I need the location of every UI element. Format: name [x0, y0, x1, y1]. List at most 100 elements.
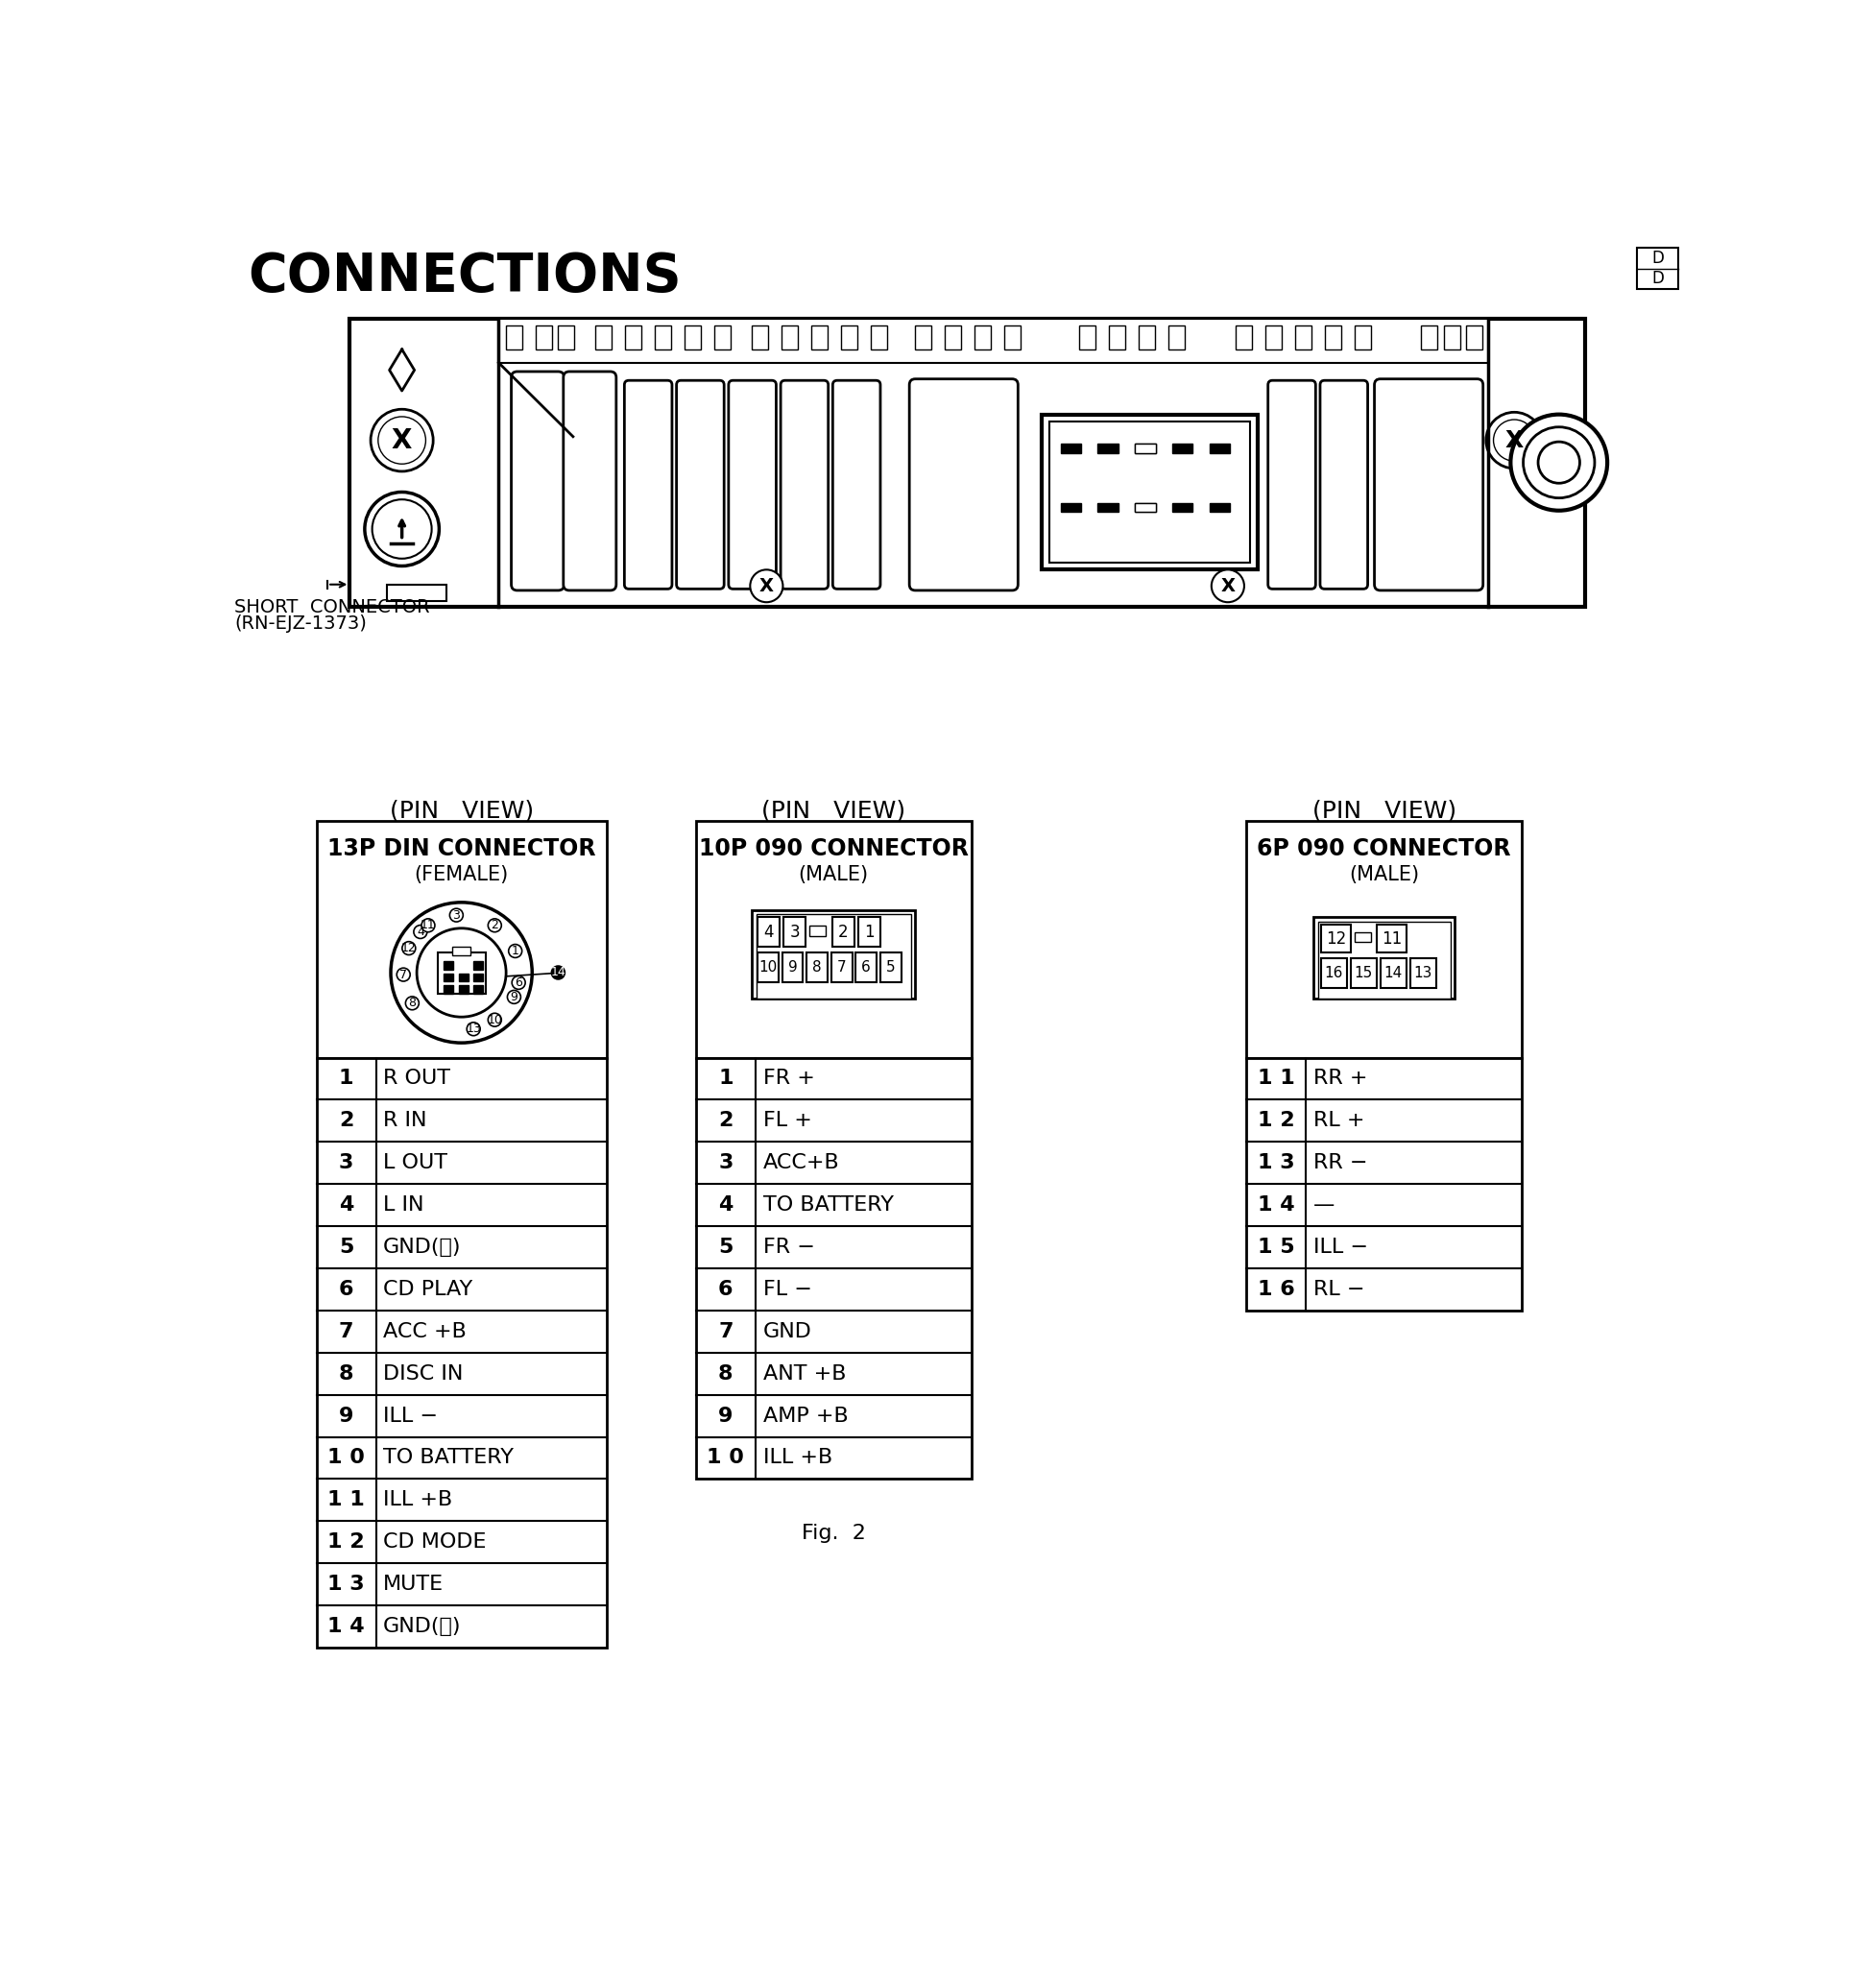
Text: 12: 12	[1326, 930, 1345, 948]
Text: 1 0: 1 0	[707, 1448, 745, 1467]
Circle shape	[1510, 415, 1608, 512]
Circle shape	[396, 968, 411, 982]
Text: 1 1: 1 1	[1257, 1068, 1294, 1088]
FancyBboxPatch shape	[910, 379, 1019, 591]
Text: 7: 7	[837, 960, 846, 974]
Bar	[1313, 916, 1454, 999]
Circle shape	[512, 976, 525, 989]
Bar	[715, 326, 732, 350]
Bar	[1246, 822, 1521, 1059]
Text: 8: 8	[812, 960, 822, 974]
Text: 10P 090 CONNECTOR: 10P 090 CONNECTOR	[698, 837, 968, 861]
Text: R IN: R IN	[383, 1112, 428, 1130]
Bar	[1321, 958, 1347, 988]
Bar	[880, 952, 900, 982]
Circle shape	[450, 908, 463, 922]
FancyBboxPatch shape	[1321, 381, 1368, 589]
Bar	[1317, 922, 1450, 999]
Bar	[1210, 444, 1231, 452]
Bar	[752, 326, 767, 350]
Text: 7: 7	[340, 1321, 353, 1341]
Bar	[857, 916, 880, 946]
Text: 6: 6	[719, 1280, 734, 1300]
Text: FL −: FL −	[764, 1280, 812, 1300]
Bar	[855, 952, 876, 982]
Bar	[831, 952, 852, 982]
Bar	[1006, 326, 1021, 350]
Bar	[625, 326, 642, 350]
Text: 1 5: 1 5	[1257, 1238, 1294, 1256]
Text: 3: 3	[340, 1153, 353, 1173]
FancyBboxPatch shape	[1268, 381, 1315, 589]
Text: 6: 6	[514, 976, 522, 989]
Text: (PIN   VIEW): (PIN VIEW)	[1311, 798, 1456, 822]
Text: X: X	[1221, 577, 1234, 594]
Circle shape	[416, 928, 507, 1017]
Text: ILL −: ILL −	[383, 1406, 437, 1426]
Circle shape	[1523, 427, 1595, 498]
Bar	[317, 822, 606, 1059]
Text: 3: 3	[452, 908, 460, 922]
Text: 1 3: 1 3	[328, 1574, 364, 1594]
Circle shape	[405, 997, 418, 1009]
Circle shape	[467, 1023, 480, 1035]
Bar	[437, 952, 486, 993]
Text: 9: 9	[788, 960, 797, 974]
Bar	[784, 916, 807, 946]
Bar	[1097, 444, 1118, 452]
Bar	[1381, 958, 1407, 988]
Text: RL −: RL −	[1313, 1280, 1364, 1300]
Text: 1 2: 1 2	[1257, 1112, 1294, 1130]
Circle shape	[1212, 569, 1244, 602]
Bar	[1079, 326, 1096, 350]
FancyBboxPatch shape	[728, 381, 777, 589]
Bar	[1324, 326, 1341, 350]
Text: 11: 11	[420, 918, 435, 932]
Text: ILL +B: ILL +B	[764, 1448, 833, 1467]
Text: D: D	[1651, 271, 1664, 286]
Text: 1 6: 1 6	[1257, 1280, 1294, 1300]
Text: 5: 5	[885, 960, 895, 974]
Bar	[1465, 326, 1482, 350]
Bar	[1041, 415, 1257, 569]
Bar	[1139, 326, 1156, 350]
Bar	[810, 326, 827, 350]
Text: GND(大): GND(大)	[383, 1618, 461, 1635]
Text: 1: 1	[340, 1068, 353, 1088]
Text: FR +: FR +	[764, 1068, 814, 1088]
Bar	[1135, 504, 1156, 512]
Bar	[696, 822, 972, 1059]
Bar	[1377, 924, 1407, 952]
Text: 6: 6	[861, 960, 870, 974]
Bar	[473, 974, 482, 982]
Bar	[458, 974, 469, 982]
Text: 6: 6	[340, 1280, 353, 1300]
Bar	[782, 326, 797, 350]
FancyBboxPatch shape	[833, 381, 880, 589]
Bar	[1294, 326, 1311, 350]
Bar	[458, 986, 469, 993]
Bar	[386, 585, 446, 600]
Text: 9: 9	[510, 991, 518, 1003]
Bar	[976, 326, 991, 350]
Bar	[685, 326, 702, 350]
Text: 1: 1	[512, 944, 520, 958]
Text: (PIN   VIEW): (PIN VIEW)	[762, 798, 906, 822]
Circle shape	[364, 492, 439, 567]
Text: 1 2: 1 2	[328, 1533, 364, 1552]
Bar	[1234, 326, 1251, 350]
Bar	[1060, 444, 1081, 452]
Text: —: —	[1313, 1195, 1336, 1215]
Text: 2: 2	[839, 922, 848, 940]
FancyBboxPatch shape	[512, 371, 565, 591]
Bar	[1210, 504, 1231, 512]
Text: ACC +B: ACC +B	[383, 1321, 467, 1341]
Bar	[559, 326, 574, 350]
Bar	[473, 962, 482, 970]
Text: 3: 3	[719, 1153, 734, 1173]
Text: RL +: RL +	[1313, 1112, 1364, 1130]
Bar	[1169, 326, 1184, 350]
Text: (RN-EJZ-1373): (RN-EJZ-1373)	[234, 614, 368, 632]
Circle shape	[488, 918, 501, 932]
Text: 11: 11	[1381, 930, 1401, 948]
